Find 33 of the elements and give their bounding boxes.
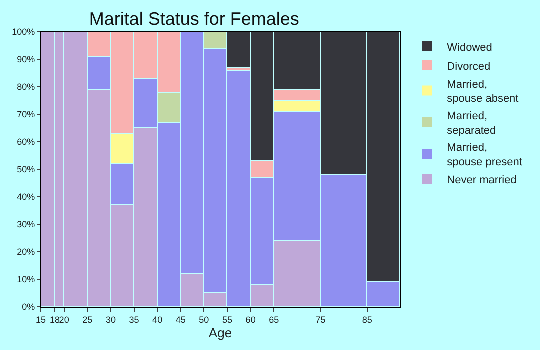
x-axis-title: Age — [208, 325, 232, 340]
y-tick-label: 80% — [17, 82, 36, 92]
x-tick-label: 40 — [152, 314, 163, 325]
legend-label: Married, separated — [447, 110, 496, 137]
x-tick-label: 25 — [82, 314, 93, 325]
x-tick-label: 50 — [199, 314, 210, 325]
y-tick-label: 100% — [12, 27, 36, 38]
legend-label: Widowed — [447, 42, 492, 54]
x-tick-label: 45 — [176, 314, 186, 325]
x-tick-label: 55 — [222, 314, 232, 325]
legend-label: Married, spouse present — [447, 142, 522, 168]
x-tick-label: 18 — [50, 314, 60, 325]
x-tick-label: 20 — [59, 314, 70, 325]
y-tick-label: 50% — [17, 164, 36, 175]
legend-label: Married, spouse absent — [447, 78, 519, 106]
y-tick-label: 0% — [22, 302, 36, 312]
x-tick-label: 75 — [316, 314, 326, 325]
x-tick-label: 30 — [106, 314, 116, 325]
x-tick-label: 60 — [246, 314, 256, 325]
y-tick-label: 40% — [17, 192, 36, 202]
x-tick-label: 15 — [36, 314, 46, 325]
x-tick-label: 35 — [129, 314, 140, 325]
y-tick-label: 70% — [17, 110, 36, 120]
x-tick-label: 85 — [362, 314, 372, 325]
y-tick-label: 30% — [17, 220, 36, 230]
legend-label: Never married — [447, 174, 517, 187]
legend-label: Divorced — [447, 60, 491, 73]
y-tick-label: 60% — [17, 137, 36, 148]
chart-title: Marital Status for Females — [89, 8, 300, 29]
x-tick-label: 65 — [269, 314, 280, 325]
y-tick-label: 20% — [17, 247, 36, 258]
y-tick-label: 90% — [17, 54, 36, 65]
y-tick-label: 10% — [17, 274, 36, 285]
